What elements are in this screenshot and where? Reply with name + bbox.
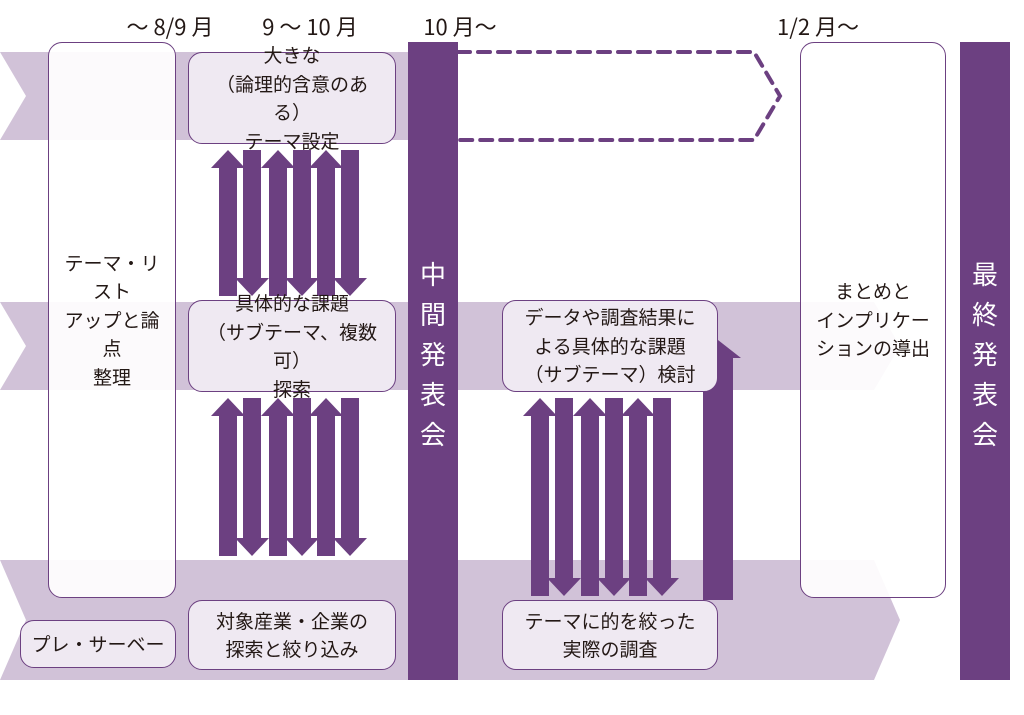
ag-top-mid-down — [285, 150, 319, 296]
box-data-review-label: データや調査結果による具体的な課題（サブテーマ）検討 — [524, 303, 695, 389]
timeline-label-1: 9 〜 10 月 — [250, 10, 370, 42]
box-data-review: データや調査結果による具体的な課題（サブテーマ）検討 — [502, 300, 718, 392]
box-pre-survey-label: プレ・サーベー — [31, 630, 164, 659]
ag-top-mid-up — [211, 150, 245, 296]
ag-mid-bottom-down — [333, 398, 367, 556]
ag-top-mid-up — [309, 150, 343, 296]
box-pre-survey: プレ・サーベー — [20, 620, 176, 668]
box-big-theme-label: 大きな（論理的含意のある）テーマ設定 — [199, 41, 385, 155]
midterm-bar-label: 中間発表会 — [415, 261, 452, 461]
box-industry-label: 対象産業・企業の探索と絞り込み — [216, 607, 368, 664]
final-bar: 最終発表会 — [960, 42, 1010, 680]
ag-top-mid-up — [261, 150, 295, 296]
timeline-label-3: 1/2 月〜 — [758, 10, 878, 42]
box-actual-survey-label: テーマに的を絞った実際の調査 — [524, 607, 695, 664]
box-industry: 対象産業・企業の探索と絞り込み — [188, 600, 396, 670]
ag-mid-bottom-up — [211, 398, 245, 556]
box-summary-label: まとめとインプリケーションの導出 — [816, 277, 930, 363]
midterm-bar: 中間発表会 — [408, 42, 458, 680]
ag-top-mid-down — [235, 150, 269, 296]
band-top-dashed — [458, 52, 780, 140]
box-theme-list: テーマ・リストアップと論点整理 — [48, 42, 176, 598]
timeline-label-0: 〜 8/9 月 — [110, 10, 230, 42]
final-bar-label: 最終発表会 — [967, 261, 1004, 461]
ag-mid-bottom-up — [261, 398, 295, 556]
box-subtheme-label: 具体的な課題（サブテーマ、複数可）探索 — [199, 289, 385, 403]
ag-top-mid-down — [333, 150, 367, 296]
box-big-theme: 大きな（論理的含意のある）テーマ設定 — [188, 52, 396, 144]
ag-mid-bottom-down — [285, 398, 319, 556]
box-actual-survey: テーマに的を絞った実際の調査 — [502, 600, 718, 670]
ag-mid-bottom-up — [309, 398, 343, 556]
box-subtheme: 具体的な課題（サブテーマ、複数可）探索 — [188, 300, 396, 392]
timeline-label-2: 10 月〜 — [400, 10, 520, 42]
ag-mid-bottom-down — [235, 398, 269, 556]
box-theme-list-label: テーマ・リストアップと論点整理 — [59, 249, 165, 392]
box-summary: まとめとインプリケーションの導出 — [800, 42, 946, 598]
